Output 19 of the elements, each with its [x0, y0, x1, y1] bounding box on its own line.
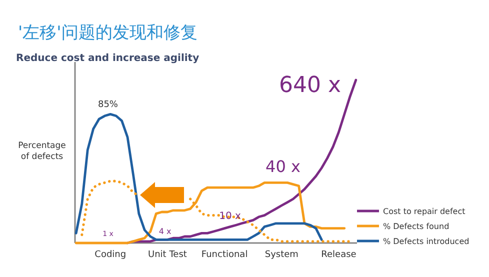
- annotation: 640 x: [279, 73, 341, 98]
- annotation: 85%: [98, 100, 118, 110]
- legend-item: % Defects found: [357, 222, 450, 231]
- xtick: Functional: [201, 250, 248, 260]
- ylabel: Percentage of defects: [18, 141, 66, 162]
- annotation: 40 x: [266, 157, 300, 176]
- xtick: Unit Test: [148, 250, 187, 260]
- xtick: Coding: [94, 250, 126, 260]
- annotation: 4 x: [158, 227, 172, 236]
- legend-item: Cost to repair defect: [357, 207, 466, 216]
- xtick: Release: [321, 250, 356, 260]
- legend-label: % Defects introduced: [383, 237, 470, 246]
- legend-label: % Defects found: [383, 222, 450, 231]
- legend-item: % Defects introduced: [357, 237, 470, 246]
- subtitle: Reduce cost and increase agility: [16, 53, 200, 64]
- xtick: System: [264, 250, 298, 260]
- annotation: 10 x: [219, 211, 241, 222]
- title: '左移'问题的发现和修复: [18, 23, 198, 43]
- legend-label: Cost to repair defect: [383, 207, 466, 216]
